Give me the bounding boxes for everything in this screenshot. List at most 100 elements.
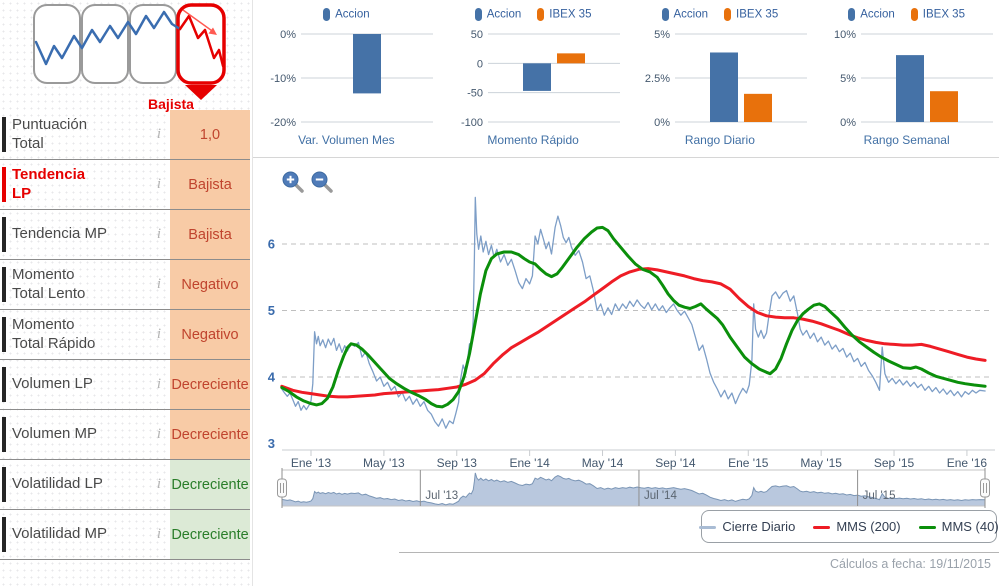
- x-axis-label: May '14: [582, 456, 624, 470]
- legend-item-accion[interactable]: Accion: [661, 8, 709, 21]
- mini-chart-plot: 0% -10% -20%: [270, 29, 433, 129]
- thumbnail-neutral-3[interactable]: [129, 4, 177, 84]
- series-swatch-icon: [918, 526, 936, 530]
- accion-marker-icon: [848, 8, 856, 21]
- legend-item-ibex35[interactable]: IBEX 35: [724, 8, 778, 21]
- legend-item-ibex35[interactable]: IBEX 35: [910, 8, 965, 21]
- navigator-outline: [281, 472, 986, 506]
- bajista-pointer-icon: [185, 85, 217, 100]
- zoom-in-icon: [282, 171, 304, 193]
- y-tick-label: 10%: [834, 29, 856, 41]
- main-y-label: 6: [268, 237, 275, 252]
- bar-ibex35: [930, 91, 959, 122]
- mini-chart-legend: Accion: [253, 8, 440, 21]
- row-value: Decreciente: [170, 460, 250, 509]
- bar-accion: [522, 63, 551, 91]
- y-tick-label: 5%: [654, 29, 670, 41]
- mini-chart-var-volumen-mes: Accion 0% -10% -20% Var. Volumen Mes: [253, 0, 440, 157]
- mini-chart-legend: Accion IBEX 35: [440, 8, 627, 21]
- row-label: Tendencia MP: [0, 210, 148, 259]
- legend-item-accion[interactable]: Accion: [474, 8, 522, 21]
- legend-label: IBEX 35: [549, 8, 592, 21]
- thumbnail-neutral-2[interactable]: [81, 4, 129, 84]
- row-label-text: Volatilidad MP: [12, 525, 108, 543]
- charts-panel: Accion 0% -10% -20% Var. Volumen Mes Accion IB…: [252, 0, 999, 586]
- x-axis-label: Ene '13: [291, 456, 332, 470]
- info-icon[interactable]: i: [156, 326, 162, 342]
- accion-marker-icon: [474, 8, 482, 21]
- y-tick-label: 0%: [840, 117, 856, 129]
- accion-marker-icon: [661, 8, 669, 21]
- info-icon[interactable]: i: [156, 476, 162, 492]
- y-tick-label: 50: [471, 29, 483, 41]
- score-row-volumen-lp: Volumen LP i Decreciente: [0, 360, 250, 410]
- y-tick-label: -20%: [270, 117, 296, 129]
- score-row-tendencia-mp: Tendencia MP i Bajista: [0, 210, 250, 260]
- downtrend-arrow-icon: [182, 9, 216, 34]
- navigator-right-handle[interactable]: [980, 468, 990, 508]
- trend-thumbnails[interactable]: [30, 2, 232, 112]
- x-axis-label: Ene '15: [728, 456, 769, 470]
- navigator-left-handle[interactable]: [277, 468, 287, 508]
- x-axis-label: May '15: [800, 456, 842, 470]
- series-swatch-icon: [699, 526, 717, 530]
- navigator-label: Jul '14: [644, 490, 677, 502]
- mini-chart-plot: 5% 2.5% 0%: [644, 29, 807, 129]
- legend-item-cierre-diario[interactable]: Cierre Diario: [699, 519, 795, 534]
- row-accent-bar: [2, 417, 6, 452]
- info-icon[interactable]: i: [156, 126, 162, 142]
- info-icon[interactable]: i: [156, 526, 162, 542]
- info-icon[interactable]: i: [156, 226, 162, 242]
- info-icon[interactable]: i: [156, 276, 162, 292]
- legend-item-mms-40-[interactable]: MMS (40): [918, 519, 999, 534]
- legend-item-mms-200-[interactable]: MMS (200): [813, 519, 901, 534]
- row-accent-bar: [2, 467, 6, 502]
- row-accent-bar: [2, 267, 6, 302]
- chart-legend: Cierre Diario MMS (200) MMS (40): [699, 510, 999, 543]
- x-axis-label: Ene '16: [947, 456, 988, 470]
- legend-label: Accion: [860, 8, 895, 21]
- legend-label: Accion: [486, 8, 522, 21]
- row-label-text: Tendencia MP: [12, 225, 108, 243]
- row-accent-bar: [2, 317, 6, 352]
- legend-item-accion[interactable]: Accion: [323, 8, 370, 21]
- mini-chart-title: Momento Rápido: [487, 133, 579, 147]
- info-icon[interactable]: i: [156, 376, 162, 392]
- thumbnail-bajista-active[interactable]: [176, 3, 226, 85]
- thumbnail-neutral-1[interactable]: [33, 4, 81, 84]
- handle-grip: [980, 478, 990, 498]
- y-tick-label: 5%: [840, 73, 856, 85]
- row-accent-bar: [2, 217, 6, 252]
- info-icon[interactable]: i: [156, 176, 162, 192]
- score-row-momento-total-rapido: Momento Total Rápido i Negativo: [0, 310, 250, 360]
- series-line-cierre-diario: [281, 196, 986, 429]
- score-row-volatilidad-mp: Volatilidad MP i Decreciente: [0, 510, 250, 560]
- ibex35-marker-icon: [537, 8, 545, 21]
- zoom-out-button[interactable]: [310, 170, 334, 194]
- x-axis-label: May '13: [363, 456, 405, 470]
- main-y-label: 5: [268, 303, 275, 318]
- legend-item-accion[interactable]: Accion: [848, 8, 895, 21]
- legend-label: Accion: [673, 8, 709, 21]
- bar-ibex35: [743, 93, 772, 122]
- row-label-text: Tendencia LP: [12, 165, 86, 202]
- row-value: Decreciente: [170, 360, 250, 409]
- mini-charts-row: Accion 0% -10% -20% Var. Volumen Mes Accion IB…: [253, 0, 999, 158]
- row-label-text: Volatilidad LP: [12, 475, 103, 493]
- row-value: Negativo: [170, 260, 250, 309]
- info-icon[interactable]: i: [156, 426, 162, 442]
- row-label-text: Puntuación Total: [12, 115, 88, 152]
- legend-item-ibex35[interactable]: IBEX 35: [537, 8, 591, 21]
- mini-chart-momento-rapido: Accion IBEX 35 50 0 -50 -100 Momento Rápido: [440, 0, 627, 157]
- mini-chart-rango-semanal: Accion IBEX 35 10% 5% 0% Rango Semanal: [813, 0, 999, 157]
- mini-chart-plot: 50 0 -50 -100: [461, 29, 620, 129]
- mini-chart-title: Var. Volumen Mes: [298, 133, 395, 147]
- y-tick-label: 0%: [280, 29, 296, 41]
- row-label-text: Volumen LP: [12, 375, 93, 393]
- zoom-in-button[interactable]: [281, 170, 305, 194]
- main-price-chart[interactable]: 3 4 5 6 Ene '13 May '13 Sep '13 Ene '14 May '14 S…: [253, 158, 999, 510]
- score-panel: Bajista Puntuación Total i 1,0 Tendencia LP…: [0, 0, 252, 586]
- navigator-area[interactable]: [281, 472, 986, 506]
- row-label: Volatilidad LP: [0, 460, 148, 509]
- y-tick-label: 2.5%: [644, 73, 669, 85]
